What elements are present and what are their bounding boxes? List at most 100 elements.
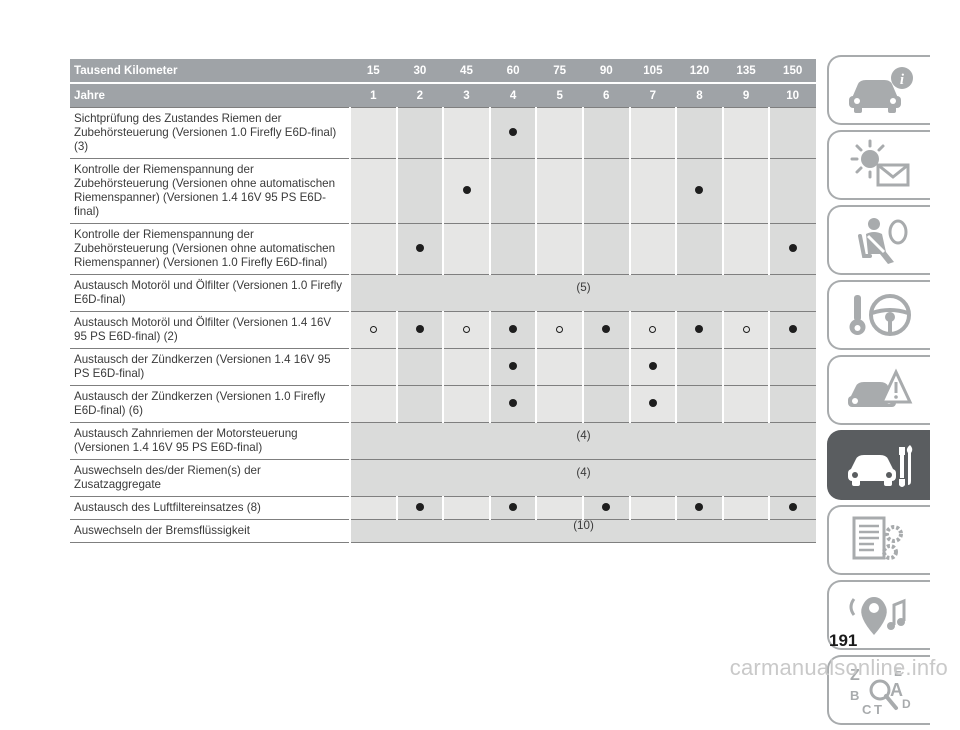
interval-cell xyxy=(675,107,723,159)
car-info-icon: i xyxy=(848,67,913,113)
operation-label: Austausch Motoröl und Ölfilter (Versione… xyxy=(70,311,351,349)
watermark: carmanualsonline.info xyxy=(729,655,948,680)
interval-cell xyxy=(395,223,444,275)
operation-label: Kontrolle der Riemenspannung der Zubehör… xyxy=(70,158,351,224)
interval-cell xyxy=(768,158,816,224)
table-row: Austausch Motoröl und Ölfilter (Versione… xyxy=(70,274,816,312)
interval-cell xyxy=(535,223,583,275)
interval-cell xyxy=(442,158,490,224)
chapter-tab-emergency[interactable] xyxy=(827,355,930,425)
interval-cell xyxy=(628,107,677,159)
interval-cell xyxy=(488,311,537,349)
operation-label: Kontrolle der Riemenspannung der Zubehör… xyxy=(70,223,351,275)
interval-cell xyxy=(675,496,723,520)
interval-cell xyxy=(349,223,397,275)
year-header-cell: 8 xyxy=(676,82,723,108)
interval-cell xyxy=(442,311,490,349)
interval-cell xyxy=(442,107,490,159)
interval-cell xyxy=(675,385,723,423)
chapter-tab-technical-data[interactable] xyxy=(827,505,930,575)
operation-dot-mark xyxy=(695,503,704,511)
interval-cell xyxy=(628,496,677,520)
km-header-cell: 60 xyxy=(489,59,537,83)
interval-cell xyxy=(349,348,397,386)
table-row: Austausch Motoröl und Ölfilter (Versione… xyxy=(70,311,816,349)
chapter-tab-warning-lights[interactable] xyxy=(827,130,930,200)
km-header-cell: 105 xyxy=(629,59,677,83)
km-header-cell: 150 xyxy=(769,59,816,83)
interval-cell xyxy=(395,311,444,349)
interval-cell xyxy=(721,311,770,349)
page-number: 191 xyxy=(829,631,858,650)
interval-cell xyxy=(488,496,537,520)
key-steering-wheel-icon xyxy=(849,294,911,336)
interval-cell xyxy=(768,223,816,275)
table-row: Auswechseln der Bremsflüssigkeit (10) xyxy=(70,519,816,543)
header-years-row: Jahre 1 2 3 4 5 6 7 8 9 10 xyxy=(70,82,816,108)
interval-cell xyxy=(581,223,630,275)
year-header-cell: 9 xyxy=(722,82,770,108)
index-letter: B xyxy=(850,688,859,703)
interval-cell xyxy=(628,348,677,386)
operation-dot-mark xyxy=(695,186,704,194)
interval-cell xyxy=(721,385,770,423)
svg-text:i: i xyxy=(899,72,904,88)
operation-dot-mark xyxy=(509,503,518,511)
interval-cell xyxy=(581,107,630,159)
interval-cell xyxy=(721,158,770,224)
chapter-sidebar: i xyxy=(827,55,930,730)
car-emergency-icon xyxy=(847,368,912,407)
interval-cell xyxy=(721,107,770,159)
chapter-tab-maintenance[interactable] xyxy=(827,430,930,500)
interval-cell xyxy=(581,311,630,349)
interval-cell xyxy=(488,385,537,423)
interval-cell xyxy=(581,496,630,520)
year-header-cell: 3 xyxy=(443,82,490,108)
operation-dot-mark xyxy=(695,325,704,333)
interval-cell xyxy=(488,223,537,275)
check-ring-mark xyxy=(369,326,377,333)
interval-cell xyxy=(768,348,816,386)
chapter-tab-start-driving[interactable] xyxy=(827,280,930,350)
footnote-ref: (4) xyxy=(576,466,591,479)
chapter-tab-multimedia[interactable] xyxy=(827,580,930,650)
interval-cell xyxy=(768,496,816,520)
interval-cell xyxy=(581,385,630,423)
km-header-cell: 120 xyxy=(676,59,723,83)
interval-cell xyxy=(395,385,444,423)
footnote-ref: (5) xyxy=(576,281,591,294)
index-letter: E xyxy=(894,665,902,679)
interval-cell xyxy=(581,158,630,224)
operation-dot-mark xyxy=(648,399,657,407)
operation-dot-mark xyxy=(509,325,518,333)
km-header-cell: 45 xyxy=(443,59,490,83)
table-row: Austausch des Luftfiltereinsatzes (8) xyxy=(70,496,816,520)
index-letter: Z xyxy=(850,667,860,684)
interval-cell xyxy=(768,311,816,349)
technical-data-icon xyxy=(852,516,903,560)
year-header-cell: 7 xyxy=(629,82,677,108)
interval-cell xyxy=(395,348,444,386)
km-header-cell: 15 xyxy=(350,59,397,83)
interval-cell xyxy=(628,311,677,349)
interval-cell xyxy=(349,385,397,423)
interval-cell xyxy=(628,223,677,275)
interval-cell xyxy=(395,158,444,224)
check-ring-mark xyxy=(556,326,564,333)
interval-cell xyxy=(349,158,397,224)
chapter-tab-safety[interactable] xyxy=(827,205,930,275)
table-row: Kontrolle der Riemenspannung der Zubehör… xyxy=(70,223,816,275)
operation-label: Auswechseln der Bremsflüssigkeit xyxy=(70,519,351,543)
table-row: Kontrolle der Riemenspannung der Zubehör… xyxy=(70,158,816,224)
interval-cell xyxy=(581,348,630,386)
interval-cell xyxy=(721,348,770,386)
operation-dot-mark xyxy=(509,362,518,370)
chapter-tab-car-info[interactable]: i xyxy=(827,55,930,125)
footnote-cell: (4) xyxy=(349,422,816,460)
table-row: Austausch Zahnriemen der Motorsteuerung … xyxy=(70,422,816,460)
index-letter: C xyxy=(862,702,872,717)
index-letter: D xyxy=(902,697,911,711)
operation-label: Auswechseln des/der Riemen(s) der Zusatz… xyxy=(70,459,351,497)
check-ring-mark xyxy=(742,326,750,333)
km-header-cell: 30 xyxy=(396,59,444,83)
